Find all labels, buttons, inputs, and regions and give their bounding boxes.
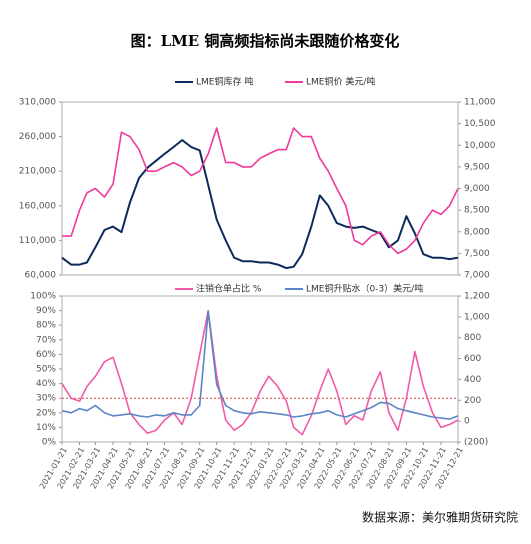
y2-tick-label: 0 bbox=[464, 417, 470, 427]
y2-tick-label: 800 bbox=[464, 333, 481, 343]
y-tick-label: 10% bbox=[36, 423, 56, 433]
y-tick-label: 90% bbox=[36, 306, 56, 316]
y-tick-label: 70% bbox=[36, 335, 56, 345]
y-tick-label: 100% bbox=[30, 292, 56, 302]
y2-tick-label: 400 bbox=[464, 375, 481, 385]
y-tick-label: 20% bbox=[36, 408, 56, 418]
y2-tick-label: 1,000 bbox=[464, 312, 490, 322]
chart-title: 图：LME 铜高频指标尚未跟随价格变化 bbox=[131, 32, 400, 50]
legend-label: 注销仓单占比 % bbox=[196, 283, 262, 295]
plot-frame bbox=[61, 101, 459, 276]
y2-tick-label: 10,500 bbox=[464, 119, 496, 129]
series-line bbox=[61, 310, 459, 420]
y2-tick-label: 7,500 bbox=[464, 249, 490, 259]
y2-tick-label: 11,000 bbox=[464, 98, 496, 108]
y-tick-label: 50% bbox=[36, 365, 56, 375]
y2-tick-label: 8,500 bbox=[464, 206, 490, 216]
y2-tick-label: (200) bbox=[464, 438, 488, 448]
y-tick-label: 260,000 bbox=[19, 132, 56, 142]
y-tick-label: 60% bbox=[36, 350, 56, 360]
y-tick-label: 0% bbox=[42, 438, 57, 448]
series-line bbox=[62, 127, 459, 255]
y2-tick-label: 9,000 bbox=[464, 184, 490, 194]
y2-tick-label: 10,000 bbox=[464, 141, 496, 151]
y2-tick-label: 9,500 bbox=[464, 162, 490, 172]
legend-label: LME铜库存 吨 bbox=[196, 76, 253, 88]
y2-tick-label: 1,200 bbox=[464, 292, 490, 302]
series-line bbox=[61, 309, 459, 436]
y-tick-label: 40% bbox=[36, 379, 56, 389]
y-tick-label: 160,000 bbox=[19, 201, 56, 211]
y-tick-label: 30% bbox=[36, 394, 56, 404]
y-tick-label: 60,000 bbox=[25, 271, 57, 281]
y2-tick-label: 200 bbox=[464, 396, 481, 406]
series-line bbox=[61, 139, 459, 270]
y-tick-label: 310,000 bbox=[19, 98, 56, 108]
y-tick-label: 210,000 bbox=[19, 167, 56, 177]
legend-label: LME铜升贴水（0-3）美元/吨 bbox=[306, 283, 423, 295]
plot-frame bbox=[61, 295, 459, 443]
y-tick-label: 80% bbox=[36, 321, 56, 331]
legend-label: LME铜价 美元/吨 bbox=[306, 76, 375, 88]
source: 数据来源：美尔雅期货研究院 bbox=[362, 510, 518, 525]
y2-tick-label: 8,000 bbox=[464, 227, 490, 237]
y2-tick-label: 7,000 bbox=[464, 271, 490, 281]
y2-tick-label: 600 bbox=[464, 354, 481, 364]
y-tick-label: 110,000 bbox=[19, 236, 56, 246]
